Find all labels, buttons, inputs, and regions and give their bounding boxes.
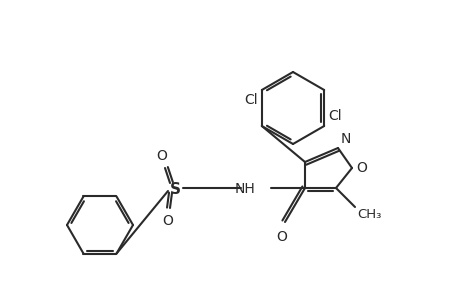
Text: N: N <box>340 132 351 146</box>
Text: O: O <box>355 161 366 175</box>
Text: Cl: Cl <box>244 93 257 107</box>
Text: O: O <box>156 149 167 163</box>
Text: O: O <box>162 214 173 228</box>
Text: O: O <box>276 230 287 244</box>
Text: CH₃: CH₃ <box>356 208 381 221</box>
Text: S: S <box>169 182 180 196</box>
Text: Cl: Cl <box>327 109 341 123</box>
Text: NH: NH <box>234 182 254 196</box>
